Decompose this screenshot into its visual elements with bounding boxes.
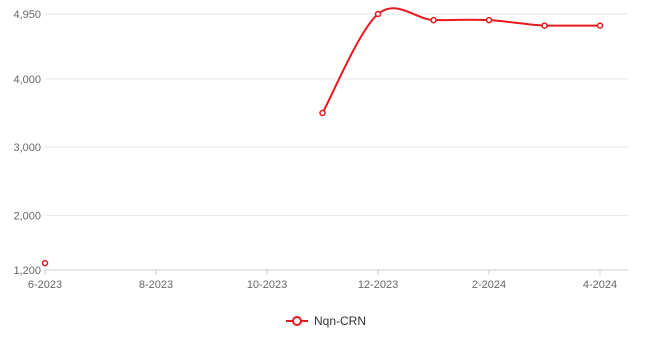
x-tick-label: 8-2023 <box>139 279 173 291</box>
data-point <box>41 259 49 267</box>
legend[interactable]: Nqn-CRN <box>0 314 652 328</box>
legend-dot <box>291 316 302 326</box>
data-point <box>374 10 382 18</box>
grid-layer <box>45 13 628 271</box>
data-point <box>319 109 326 117</box>
x-tick-label: 6-2023 <box>28 279 62 291</box>
legend-label: Nqn-CRN <box>313 314 366 328</box>
x-tick-label: 4-2024 <box>583 279 617 291</box>
series-line <box>321 7 600 114</box>
data-point <box>596 22 604 29</box>
y-tick-label: 2,000 <box>13 210 41 222</box>
axis-layer: 1,200 2,000 3,000 4,000 4,950 6-2023 8-2023 10-… <box>13 9 628 291</box>
legend-swatch-icon <box>285 315 308 327</box>
x-tick-label: 2-2024 <box>472 279 506 291</box>
data-point <box>430 16 437 24</box>
y-tick-label: 1,200 <box>13 265 41 277</box>
x-tick-label: 10-2023 <box>247 279 287 291</box>
y-tick-label: 4,000 <box>13 74 41 86</box>
data-point <box>485 16 493 24</box>
y-tick-label: 4,950 <box>13 9 41 21</box>
series-layer <box>41 7 604 267</box>
data-point <box>541 22 548 29</box>
y-tick-label: 3,000 <box>13 142 41 154</box>
x-tick-label: 12-2023 <box>358 279 398 291</box>
